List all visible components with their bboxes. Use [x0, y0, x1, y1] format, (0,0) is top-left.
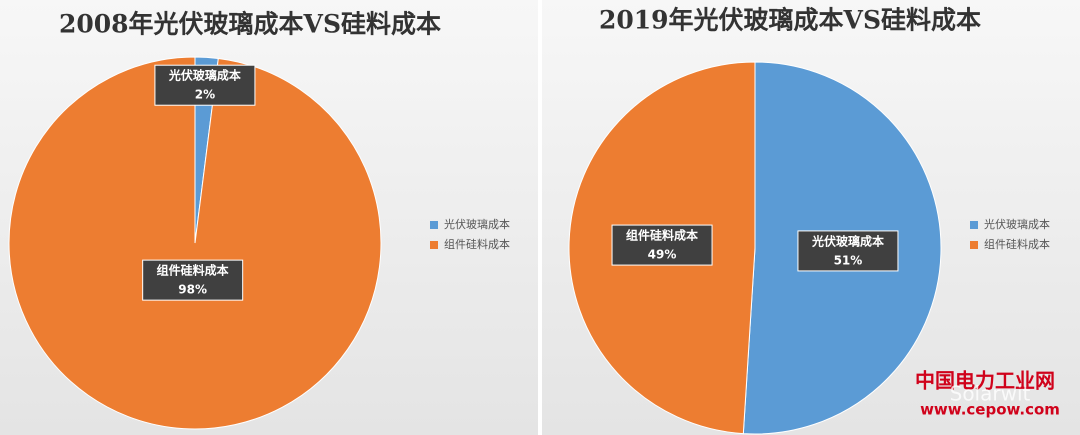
- watermark-site: 中国电力工业网: [915, 369, 1055, 393]
- data-label: 光伏玻璃成本 2%: [154, 64, 256, 106]
- label-category: 光伏玻璃成本: [168, 68, 241, 83]
- label-box: [611, 224, 713, 266]
- legend-swatch: [430, 241, 438, 249]
- chart-title: 2019年光伏玻璃成本VS硅料成本: [599, 6, 981, 35]
- chart-title: 2008年光伏玻璃成本VS硅料成本: [59, 10, 441, 39]
- data-label: 组件硅料成本 98%: [142, 259, 244, 301]
- legend-label: 光伏玻璃成本: [444, 217, 510, 231]
- watermark-url: www.cepow.com: [920, 401, 1060, 419]
- label-value: 51%: [834, 253, 863, 267]
- label-value: 98%: [178, 283, 207, 297]
- label-box: [797, 230, 899, 272]
- watermark-brand: Solarwit: [950, 382, 1031, 406]
- label-value: 2%: [195, 88, 215, 102]
- label-box: [154, 64, 256, 106]
- legend-swatch: [970, 241, 978, 249]
- label-category: 光伏玻璃成本: [811, 233, 884, 248]
- legend-label: 组件硅料成本: [984, 237, 1050, 251]
- legend-label: 光伏玻璃成本: [984, 217, 1050, 231]
- label-category: 组件硅料成本: [626, 228, 698, 243]
- data-label: 组件硅料成本 49%: [611, 224, 713, 266]
- pie-slice: [8, 56, 382, 430]
- legend-swatch: [430, 221, 438, 229]
- label-box: [142, 259, 244, 301]
- legend-swatch: [970, 221, 978, 229]
- charts: 2008年光伏玻璃成本VS硅料成本光伏玻璃成本2%光伏玻璃成本组件硅料成本98%…: [8, 6, 1050, 435]
- label-value: 49%: [648, 248, 677, 262]
- data-label: 光伏玻璃成本 51%: [797, 230, 899, 272]
- label-category: 组件硅料成本: [157, 263, 229, 278]
- legend-label: 组件硅料成本: [444, 237, 510, 251]
